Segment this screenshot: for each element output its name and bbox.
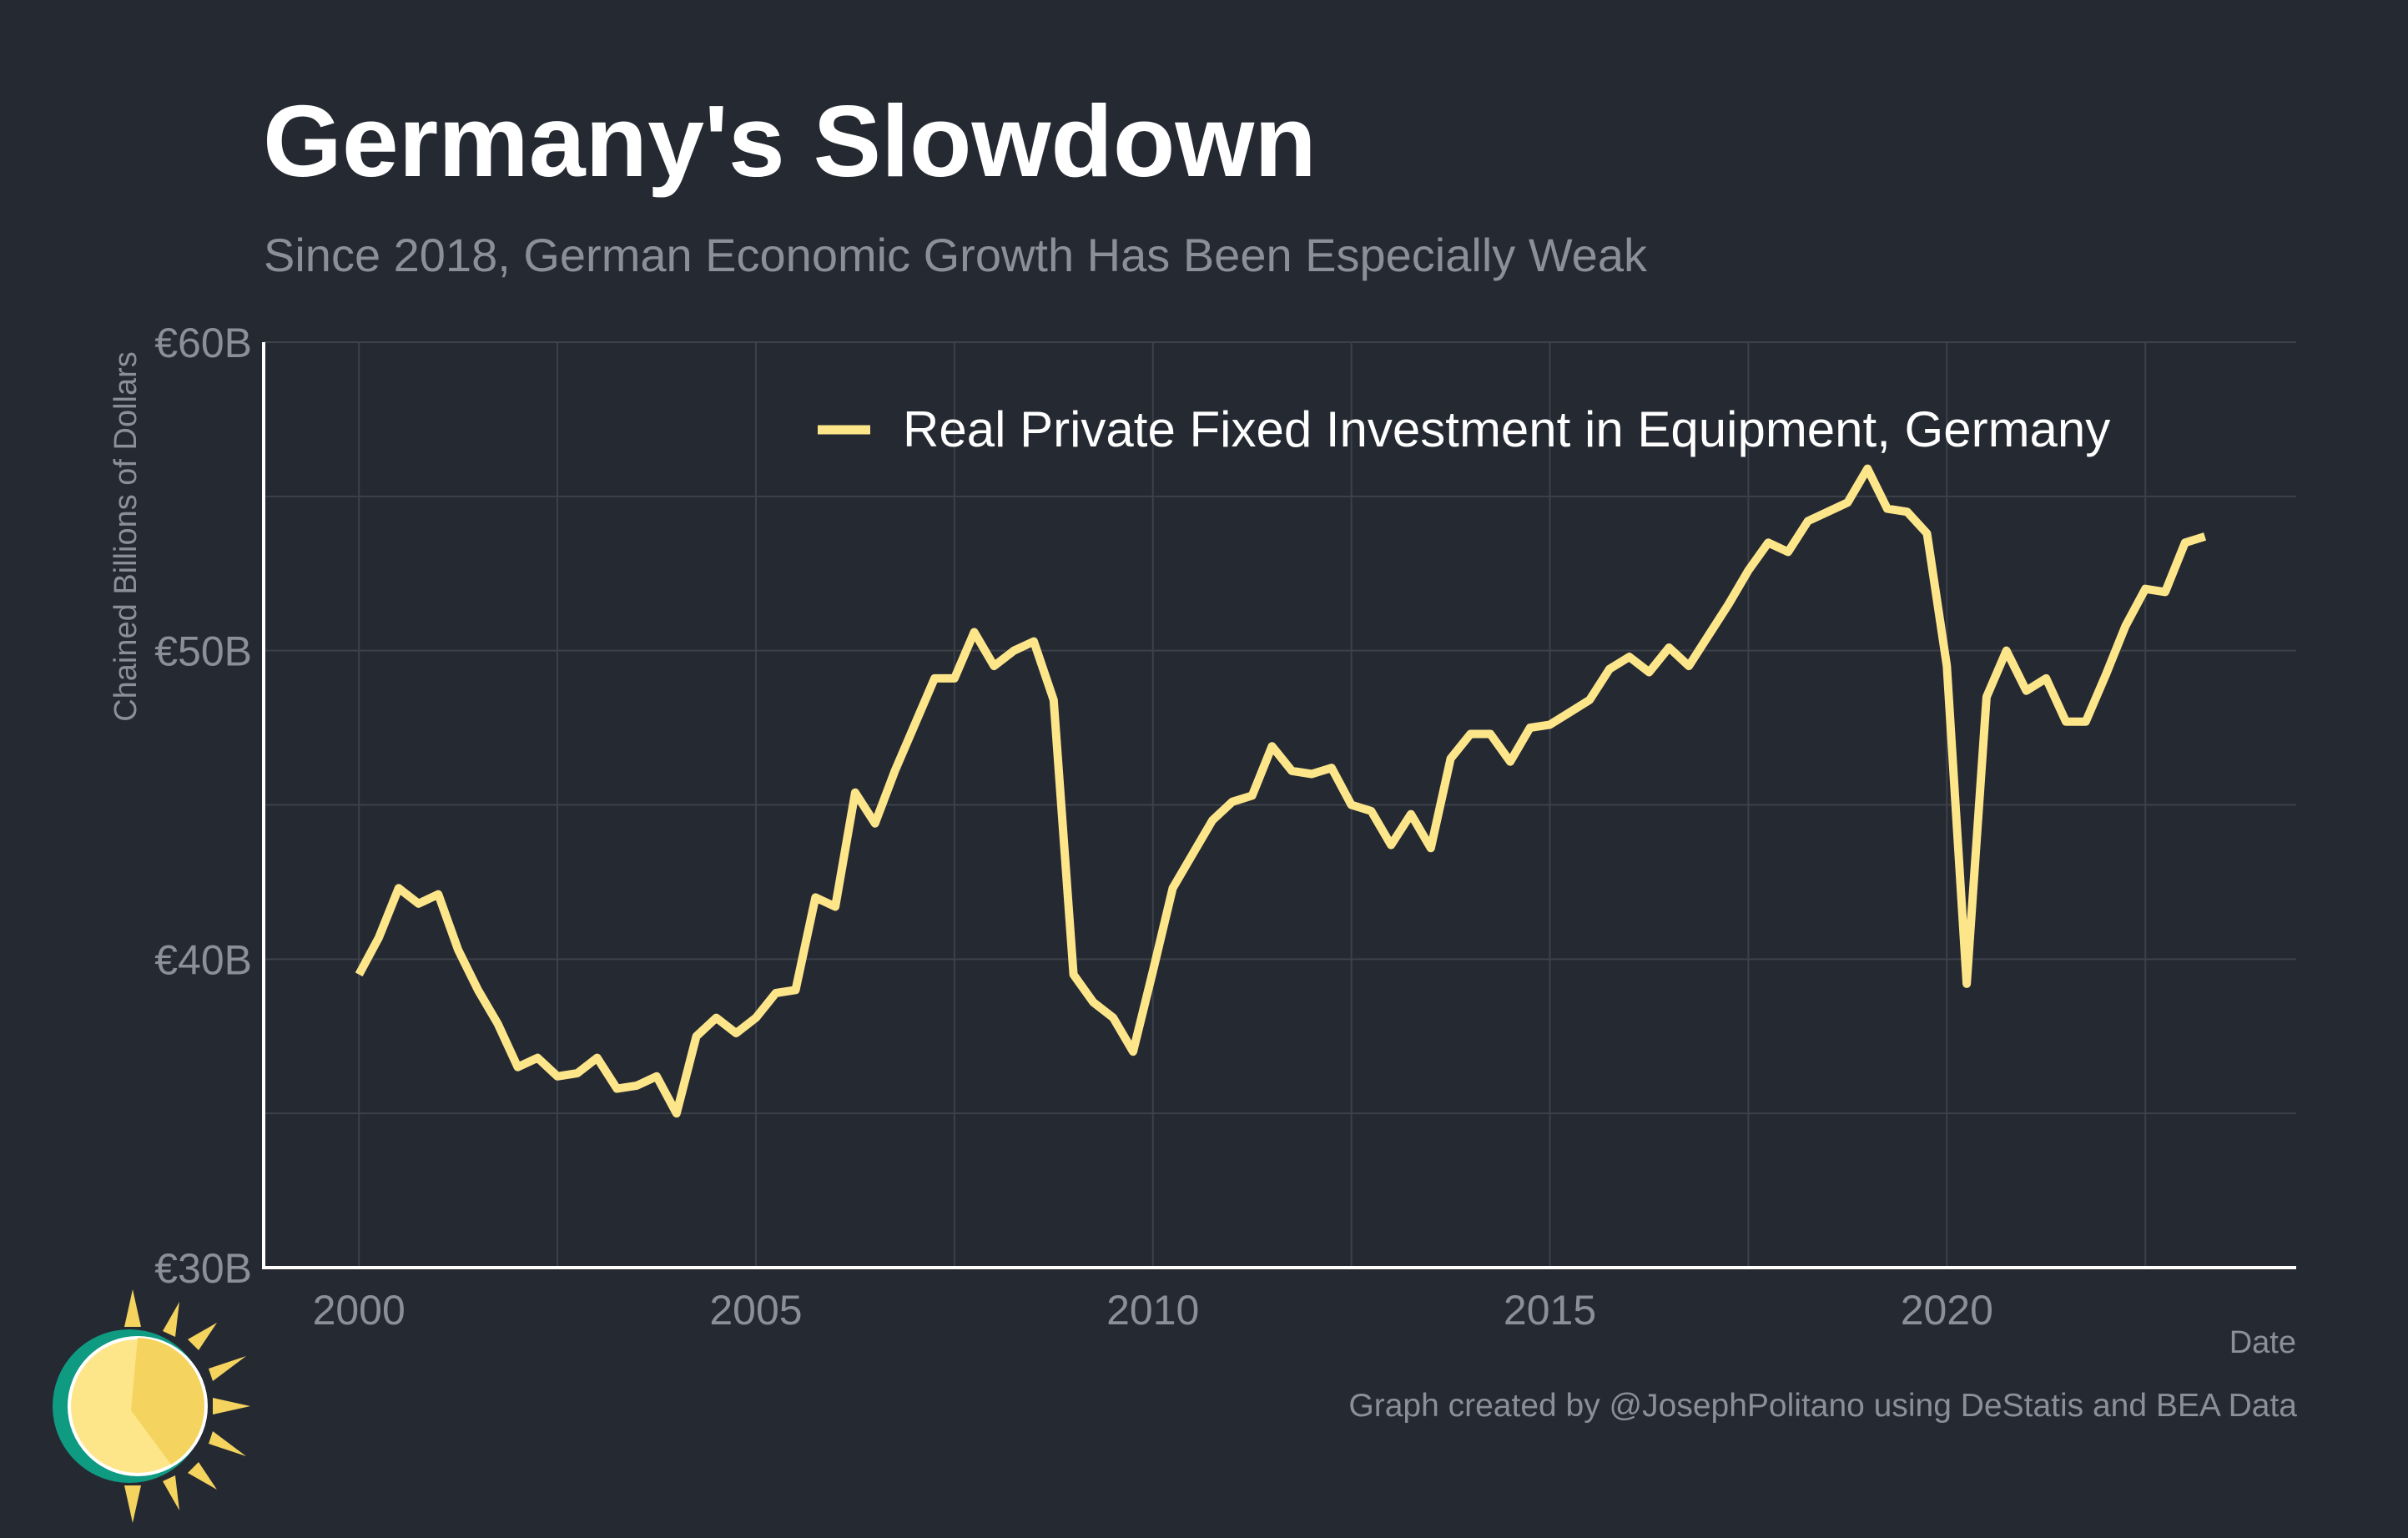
series-lines bbox=[355, 464, 2207, 1118]
series-line bbox=[355, 464, 2207, 1118]
y-tick-label: €50B bbox=[154, 628, 252, 675]
chart-title: Germany's Slowdown bbox=[263, 84, 1317, 198]
x-tick-label: 2005 bbox=[709, 1287, 802, 1334]
grid-lines bbox=[264, 341, 2296, 1268]
legend-label: Real Private Fixed Investment in Equipme… bbox=[903, 401, 2110, 457]
x-tick-label: 2010 bbox=[1106, 1287, 1199, 1334]
sun-logo-icon bbox=[53, 1289, 250, 1523]
y-tick-label: €30B bbox=[154, 1245, 252, 1292]
x-tick-label: 2020 bbox=[1901, 1287, 1993, 1334]
legend: Real Private Fixed Investment in Equipme… bbox=[818, 401, 2110, 457]
tick-labels: 2000 2005 2010 2015 2020 €30B €40B €50B €60B bbox=[154, 320, 1993, 1334]
axes bbox=[262, 342, 2296, 1269]
y-axis-title: Chained Billions of Dollars bbox=[108, 351, 144, 722]
x-tick-label: 2015 bbox=[1504, 1287, 1596, 1334]
chart-subtitle: Since 2018, German Economic Growth Has B… bbox=[264, 229, 1647, 281]
x-axis-title: Date bbox=[2229, 1325, 2296, 1360]
y-tick-label: €40B bbox=[154, 936, 252, 983]
source-caption: Graph created by @JosephPolitano using D… bbox=[1348, 1388, 2297, 1424]
y-tick-label: €60B bbox=[154, 320, 252, 366]
x-tick-label: 2000 bbox=[313, 1287, 406, 1334]
